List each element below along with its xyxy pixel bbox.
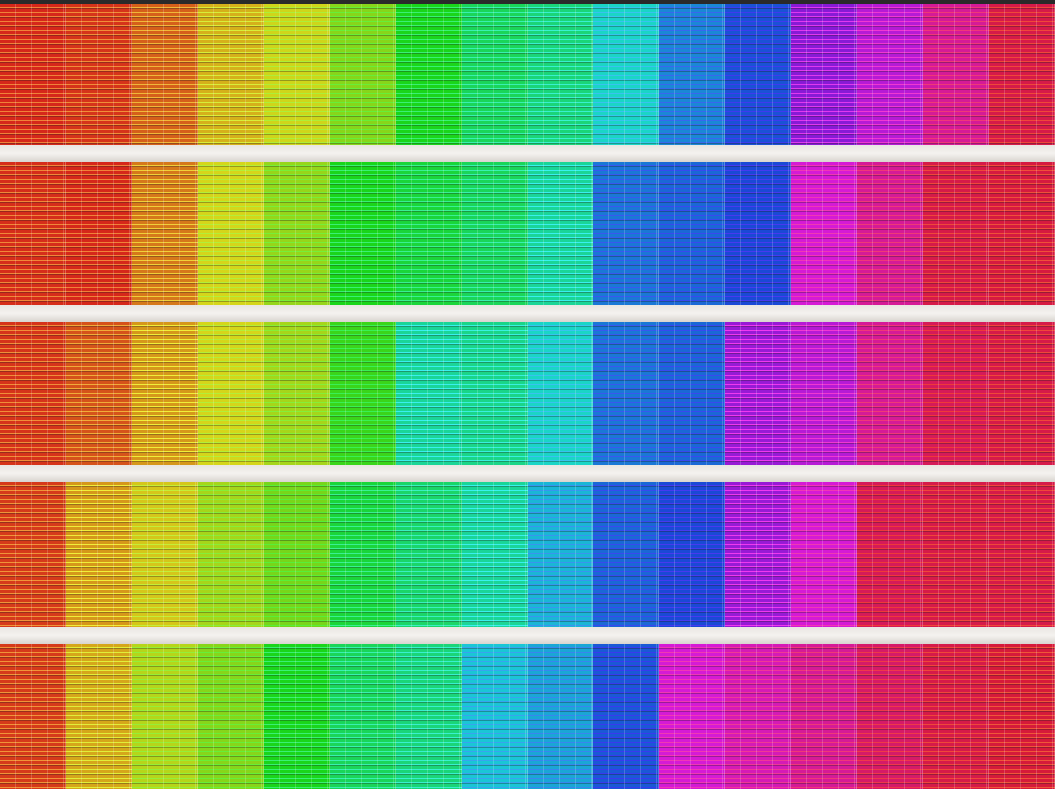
blind-panel [197,482,264,627]
blind-panel [461,482,528,627]
blind-panel [131,322,198,465]
blind-panel [0,644,66,789]
blind-panel [197,4,264,145]
blind-panel [131,4,198,145]
blind-panel [263,4,330,145]
blind-panel [131,162,198,305]
blind-panel [263,644,330,789]
blind-panel [725,644,792,789]
blind-panel [527,4,594,145]
blind-panel [65,482,132,627]
blind-panel [197,322,264,465]
blind-panel [725,4,792,145]
blind-panel [593,4,660,145]
blind-panel [659,4,726,145]
blind-panel [593,644,660,789]
blind-panel [593,482,660,627]
blind-panel [527,322,594,465]
blind-panel [329,644,396,789]
blind-panel [989,482,1055,627]
blind-panel [857,644,924,789]
blind-panel [527,162,594,305]
blind-panel [263,162,330,305]
blind-panel [461,162,528,305]
blind-panel [659,322,726,465]
blind-panel [65,162,132,305]
blind-panel [659,644,726,789]
blind-panel [989,162,1055,305]
blind-panel [65,644,132,789]
blind-panel [263,482,330,627]
blind-panel [725,162,792,305]
blind-panel [527,482,594,627]
blind-panel [65,4,132,145]
blind-panel [659,162,726,305]
floor-band [0,465,1055,482]
floor-band [0,627,1055,644]
blind-panel [791,4,858,145]
blind-panel [461,644,528,789]
top-edge [0,0,1055,4]
blind-panel [923,322,990,465]
panel-row [0,644,1055,789]
panel-row [0,4,1055,145]
blind-panel [0,482,66,627]
blind-panel [197,162,264,305]
blind-panel [857,482,924,627]
blind-panel [857,322,924,465]
panel-row [0,482,1055,627]
blind-panel [0,4,66,145]
blind-panel [659,482,726,627]
blind-panel [329,162,396,305]
blind-panel [989,644,1055,789]
blind-panel [593,162,660,305]
blind-panel [197,644,264,789]
blind-panel [989,322,1055,465]
blind-panel [395,4,462,145]
blind-panel [527,644,594,789]
blind-panel [593,322,660,465]
blind-panel [857,4,924,145]
blind-panel [131,482,198,627]
blind-panel [329,4,396,145]
blind-panel [263,322,330,465]
blind-panel [0,322,66,465]
floor-band [0,305,1055,322]
blind-panel [725,322,792,465]
blind-panel [857,162,924,305]
blind-panel [791,644,858,789]
blind-panel [65,322,132,465]
blind-panel [923,162,990,305]
blind-panel [725,482,792,627]
panel-row [0,322,1055,465]
blind-panel [923,644,990,789]
panel-row [0,162,1055,305]
blind-panel [989,4,1055,145]
blind-panel [0,162,66,305]
floor-band [0,145,1055,162]
blind-panel [791,482,858,627]
blind-panel [395,322,462,465]
blind-panel [395,162,462,305]
blind-panel [131,644,198,789]
blind-panel [791,322,858,465]
blind-panel [329,322,396,465]
blind-panel [923,482,990,627]
blind-panel [791,162,858,305]
blind-panel [461,322,528,465]
blind-panel [395,482,462,627]
blind-panel [923,4,990,145]
blind-panel [395,644,462,789]
blind-panel [329,482,396,627]
blind-panel [461,4,528,145]
